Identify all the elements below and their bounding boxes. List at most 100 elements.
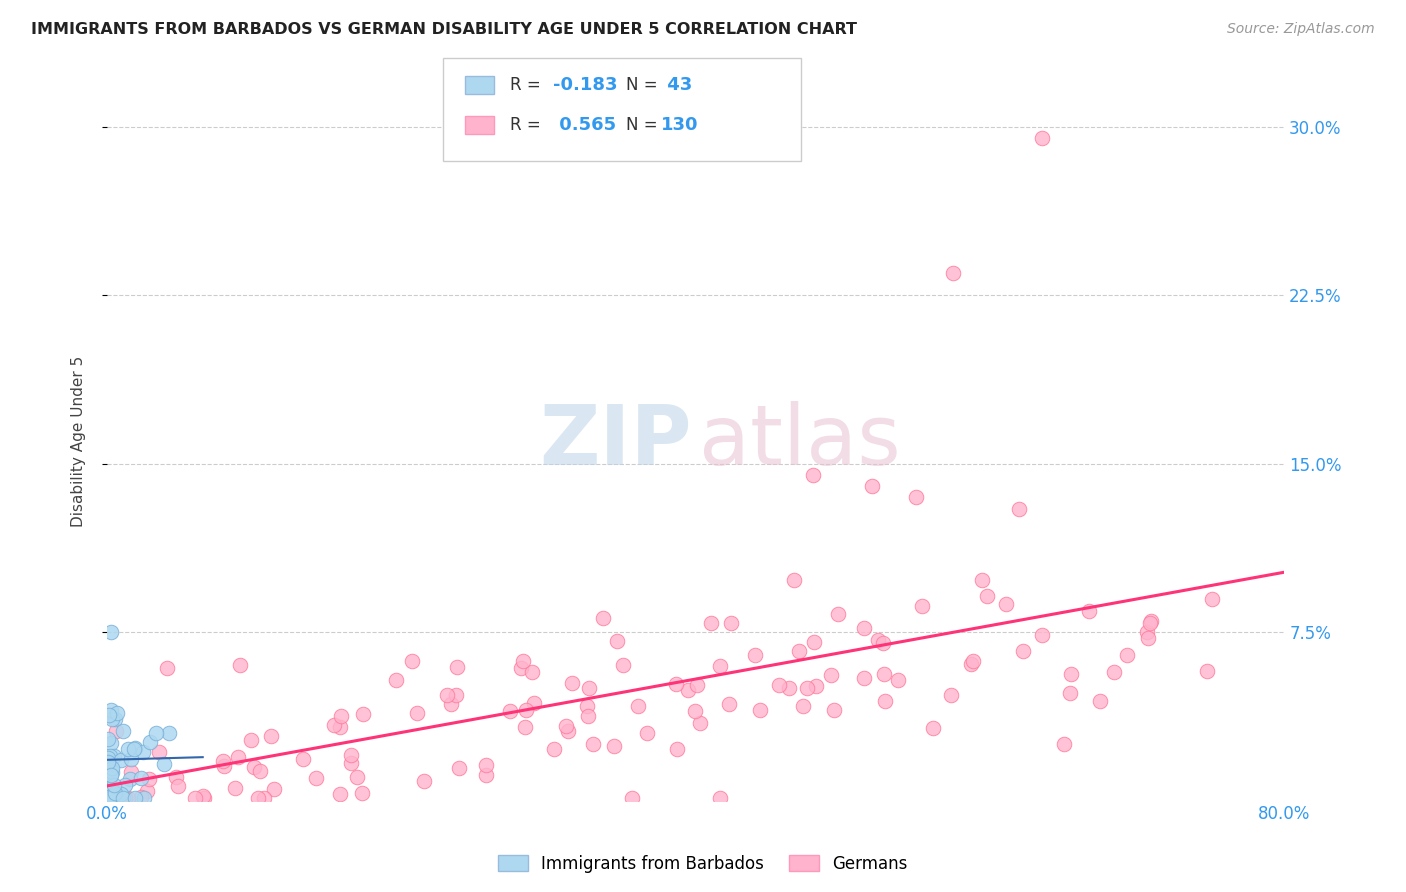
Point	[820, 667, 842, 681]
Point	[340, 747, 363, 762]
Point	[827, 607, 849, 621]
Point	[1136, 632, 1159, 646]
Point	[97, 791, 120, 805]
Point	[446, 659, 468, 673]
Point	[145, 725, 167, 739]
Point	[253, 791, 276, 805]
Point	[1102, 665, 1125, 679]
Point	[718, 698, 741, 712]
Point	[768, 678, 790, 692]
Point	[1140, 614, 1163, 628]
Point	[122, 742, 145, 756]
Point	[803, 635, 825, 649]
Point	[100, 736, 122, 750]
Text: Source: ZipAtlas.com: Source: ZipAtlas.com	[1227, 22, 1375, 37]
Point	[330, 709, 353, 723]
Point	[447, 761, 470, 775]
Point	[193, 791, 215, 805]
Point	[98, 763, 121, 777]
Point	[384, 673, 406, 688]
Point	[104, 786, 127, 800]
Text: -0.183: -0.183	[553, 76, 617, 94]
Point	[1052, 738, 1074, 752]
Point	[561, 676, 583, 690]
Point	[676, 683, 699, 698]
Point	[117, 791, 139, 805]
Point	[243, 760, 266, 774]
Point	[523, 696, 546, 710]
Point	[959, 657, 981, 671]
Point	[1012, 644, 1035, 658]
Point	[1197, 664, 1219, 678]
Point	[97, 755, 120, 769]
Point	[665, 677, 688, 691]
Point	[249, 764, 271, 779]
Point	[100, 625, 122, 640]
Point	[103, 778, 125, 792]
Point	[744, 648, 766, 662]
Point	[868, 632, 890, 647]
Point	[211, 754, 233, 768]
Point	[576, 698, 599, 713]
Point	[1136, 625, 1159, 640]
Point	[101, 765, 124, 780]
Point	[118, 772, 141, 786]
Point	[440, 697, 463, 711]
Point	[905, 491, 928, 505]
Point	[323, 718, 346, 732]
Point	[329, 720, 352, 734]
Point	[224, 780, 246, 795]
Point	[96, 751, 118, 765]
Point	[665, 741, 688, 756]
Point	[103, 748, 125, 763]
Point	[100, 768, 122, 782]
Point	[131, 789, 153, 804]
Point	[778, 681, 800, 695]
Point	[153, 756, 176, 771]
Point	[305, 772, 328, 786]
Text: R =: R =	[510, 116, 547, 134]
Point	[413, 773, 436, 788]
Point	[247, 791, 270, 805]
Point	[96, 781, 118, 796]
Point	[636, 725, 658, 739]
Point	[627, 699, 650, 714]
Point	[114, 778, 136, 792]
Point	[446, 688, 468, 702]
Point	[139, 735, 162, 749]
Point	[100, 703, 122, 717]
Point	[105, 706, 128, 720]
Point	[329, 787, 352, 801]
Point	[117, 741, 139, 756]
Point	[510, 661, 533, 675]
Point	[229, 657, 252, 672]
Point	[543, 742, 565, 756]
Point	[592, 611, 614, 625]
Text: R =: R =	[510, 76, 547, 94]
Point	[976, 589, 998, 603]
Point	[709, 791, 731, 805]
Point	[1088, 693, 1111, 707]
Point	[749, 703, 772, 717]
Point	[120, 765, 142, 780]
Point	[475, 758, 498, 772]
Point	[346, 770, 368, 784]
Point	[557, 724, 579, 739]
Point	[605, 634, 627, 648]
Point	[98, 749, 121, 764]
Point	[689, 715, 711, 730]
Point	[612, 657, 634, 672]
Point	[100, 789, 122, 804]
Point	[156, 660, 179, 674]
Point	[620, 791, 643, 805]
Point	[555, 719, 578, 733]
Point	[860, 479, 883, 493]
Point	[136, 784, 159, 798]
Y-axis label: Disability Age Under 5: Disability Age Under 5	[72, 356, 86, 527]
Point	[796, 681, 818, 695]
Point	[132, 744, 155, 758]
Point	[291, 751, 314, 765]
Point	[110, 753, 132, 767]
Point	[401, 654, 423, 668]
Point	[1059, 686, 1081, 700]
